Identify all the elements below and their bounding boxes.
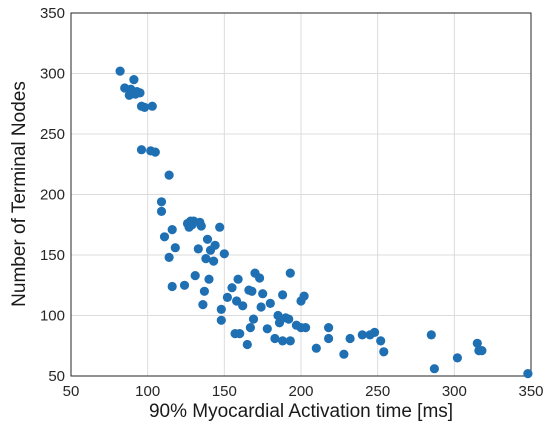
data-point — [227, 283, 237, 293]
data-point — [345, 333, 355, 344]
data-point — [370, 327, 380, 337]
data-point — [222, 292, 232, 302]
y-tick-label: 300 — [40, 66, 65, 83]
data-point — [179, 280, 190, 290]
data-point — [167, 281, 177, 292]
data-point — [273, 310, 283, 321]
data-point — [156, 197, 167, 207]
data-point — [258, 289, 268, 299]
data-point — [255, 273, 265, 283]
x-tick-label: 50 — [63, 383, 80, 400]
data-point — [262, 324, 272, 334]
data-point — [135, 88, 145, 98]
data-point — [278, 336, 288, 346]
data-point — [379, 347, 389, 357]
data-point — [196, 221, 206, 231]
data-point — [193, 244, 203, 254]
data-point — [140, 102, 150, 112]
y-tick-label: 200 — [40, 187, 65, 204]
data-point — [248, 314, 259, 324]
data-point — [477, 346, 487, 356]
y-tick-label: 250 — [40, 126, 65, 143]
y-tick-label: 100 — [40, 308, 65, 325]
data-point — [256, 302, 266, 312]
data-point — [170, 243, 180, 253]
data-point — [235, 329, 245, 339]
data-point — [247, 286, 257, 296]
data-point — [278, 290, 288, 300]
data-point — [299, 291, 309, 301]
data-point — [242, 339, 252, 350]
y-ticks: 50 100 150 200 250 300 350 — [40, 5, 65, 385]
x-tick-label: 150 — [212, 383, 237, 400]
data-point — [136, 145, 147, 155]
data-point — [215, 222, 225, 232]
data-point — [238, 301, 248, 311]
data-point — [167, 225, 177, 235]
data-point — [429, 364, 439, 374]
y-tick-label: 50 — [48, 368, 65, 385]
data-point — [210, 240, 220, 250]
data-point — [199, 286, 209, 296]
data-point — [245, 323, 255, 333]
data-point — [452, 353, 462, 363]
data-point — [324, 323, 334, 333]
data-point — [209, 256, 219, 266]
x-tick-label: 300 — [442, 383, 467, 400]
data-point — [265, 298, 275, 308]
data-point — [147, 101, 157, 111]
x-tick-label: 100 — [135, 383, 160, 400]
data-point — [216, 315, 226, 325]
data-point — [115, 66, 125, 76]
data-point — [376, 336, 386, 346]
data-point — [270, 333, 280, 344]
y-tick-label: 350 — [40, 5, 65, 22]
data-point — [198, 300, 208, 310]
data-point — [164, 170, 174, 180]
data-point — [233, 274, 243, 284]
plot-area-frame — [70, 12, 532, 377]
data-point — [201, 254, 211, 264]
data-point — [202, 234, 213, 244]
x-tick-label: 350 — [518, 383, 543, 400]
data-point — [284, 314, 294, 324]
x-ticks: 50 100 150 200 250 300 350 — [63, 383, 544, 400]
data-point — [150, 147, 160, 157]
data-point — [156, 206, 167, 216]
data-point — [204, 274, 214, 284]
y-axis-title: Number of Terminal Nodes — [9, 81, 30, 307]
data-point — [164, 252, 174, 262]
data-point — [285, 268, 295, 278]
x-tick-label: 250 — [365, 383, 390, 400]
data-point — [301, 323, 311, 333]
data-point — [357, 330, 367, 340]
data-point — [190, 271, 200, 281]
marks — [115, 66, 533, 379]
data-point — [339, 349, 349, 359]
data-point — [324, 333, 334, 344]
x-tick-label: 200 — [288, 383, 313, 400]
data-point — [426, 330, 436, 340]
grid — [70, 12, 532, 377]
x-axis-title: 90% Myocardial Activation time [ms] — [149, 401, 453, 422]
data-point — [216, 304, 226, 314]
data-point — [219, 249, 229, 259]
data-point — [311, 343, 321, 353]
data-point — [159, 232, 170, 242]
data-point — [129, 75, 139, 85]
data-point — [285, 336, 295, 346]
data-point — [472, 338, 482, 348]
data-point — [274, 318, 285, 328]
y-tick-label: 150 — [40, 247, 65, 264]
data-point — [523, 369, 533, 379]
